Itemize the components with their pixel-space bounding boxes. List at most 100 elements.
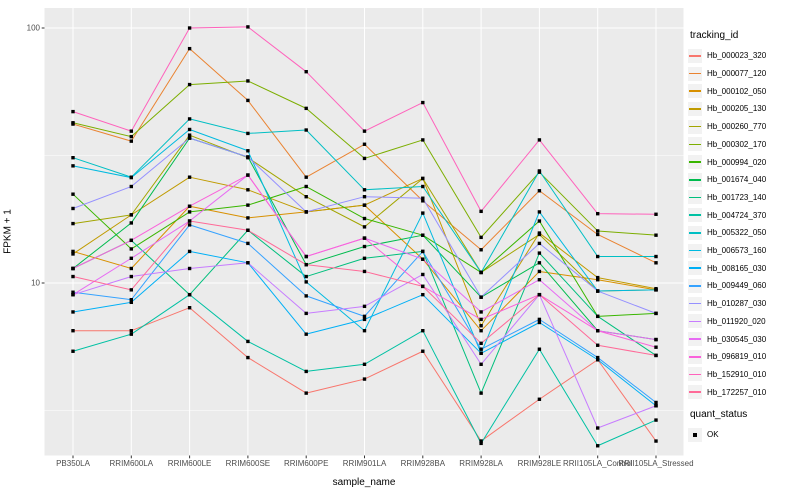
- legend-entry: Hb_096819_010: [688, 348, 766, 366]
- data-point: [129, 247, 133, 251]
- data-point: [304, 294, 308, 298]
- legend-key-point-icon: [693, 433, 697, 437]
- data-point: [129, 288, 133, 292]
- data-point: [246, 241, 250, 246]
- x-tick-label: RRIM928LA: [459, 459, 503, 468]
- data-point: [421, 138, 425, 142]
- data-point: [362, 236, 367, 240]
- data-point: [362, 256, 367, 260]
- data-point: [187, 204, 192, 208]
- data-point: [129, 175, 133, 180]
- legend-key-swatch: [688, 367, 702, 382]
- data-point: [537, 210, 542, 214]
- x-tick-label: RRIM600LA: [109, 459, 154, 468]
- legend-key-line-icon: [689, 302, 701, 305]
- data-point: [129, 129, 133, 133]
- legend-entry-label: Hb_000205_130: [707, 104, 767, 114]
- data-point: [71, 121, 75, 125]
- data-point: [304, 391, 308, 395]
- legend-entry-label: Hb_000102_050: [707, 86, 767, 96]
- data-point: [596, 232, 600, 237]
- data-point: [246, 203, 250, 207]
- legend-entry-label: Hb_008165_030: [707, 263, 767, 273]
- legend-key-line-icon: [689, 161, 701, 163]
- data-point: [304, 262, 308, 267]
- legend-entry-label: Hb_001723_140: [707, 192, 767, 202]
- data-point: [129, 256, 133, 260]
- data-point: [654, 212, 658, 216]
- data-point: [71, 274, 75, 279]
- data-point: [187, 292, 192, 297]
- data-point: [129, 221, 133, 225]
- data-point: [71, 310, 75, 314]
- legend-entry: Hb_006573_160: [688, 242, 766, 260]
- legend-entry-label: Hb_000023_320: [707, 51, 767, 61]
- legend-key-swatch: [688, 172, 702, 187]
- legend-key-swatch: [688, 190, 702, 205]
- data-point: [479, 248, 483, 252]
- data-point: [187, 266, 192, 271]
- legend-key-line-icon: [689, 320, 701, 323]
- data-point: [246, 155, 250, 159]
- legend-entry-label: Hb_011920_020: [707, 316, 766, 326]
- x-tick-label: RRIM928BA: [400, 459, 446, 468]
- data-point: [187, 136, 192, 140]
- data-point: [129, 139, 133, 143]
- data-point: [654, 311, 658, 316]
- data-point: [71, 164, 75, 168]
- legend-key-swatch: [688, 84, 702, 99]
- data-point: [596, 314, 600, 319]
- y-tick-label: 100: [26, 23, 40, 33]
- data-point: [187, 210, 192, 214]
- data-point: [362, 317, 367, 322]
- data-point: [654, 261, 658, 265]
- data-point: [421, 196, 425, 200]
- data-point: [362, 203, 367, 207]
- legend-entry: Hb_010287_030: [688, 295, 766, 313]
- data-point: [246, 98, 250, 103]
- legend-entry-label: Hb_009449_060: [707, 281, 767, 291]
- legend-entry-label: Hb_152910_010: [707, 369, 767, 379]
- data-point: [421, 349, 425, 353]
- legend-key-line-icon: [689, 355, 701, 358]
- data-point: [71, 221, 75, 226]
- data-point: [304, 184, 308, 189]
- legend-entry: Hb_000205_130: [688, 100, 766, 118]
- legend-key-swatch: [688, 48, 702, 63]
- data-point: [246, 149, 250, 153]
- data-point: [537, 261, 542, 265]
- data-point: [362, 244, 367, 249]
- data-point: [421, 233, 425, 237]
- legend-entry-label: Hb_096819_010: [707, 352, 767, 362]
- legend-entry-label: Hb_000994_020: [707, 157, 767, 167]
- data-point: [421, 257, 425, 261]
- legend-key-swatch: [688, 296, 702, 311]
- data-point: [246, 339, 250, 344]
- data-point: [479, 441, 483, 446]
- data-point: [304, 69, 308, 74]
- legend-key-swatch: [688, 427, 702, 442]
- data-point: [304, 175, 308, 179]
- legend-key-line-icon: [689, 285, 701, 287]
- data-point: [596, 229, 600, 233]
- data-point: [187, 26, 192, 30]
- data-point: [654, 254, 658, 259]
- data-point: [187, 82, 192, 87]
- data-point: [304, 254, 308, 259]
- data-point: [537, 251, 542, 255]
- legend-key-line-icon: [689, 90, 701, 93]
- legend-key-swatch: [688, 101, 702, 116]
- data-point: [362, 129, 367, 133]
- x-tick-label: RRIM600SE: [225, 459, 271, 468]
- data-point: [654, 439, 658, 443]
- data-point: [537, 169, 542, 173]
- legend-entry: Hb_009449_060: [688, 277, 766, 295]
- data-point: [479, 209, 483, 214]
- data-point: [246, 131, 250, 136]
- data-point: [537, 189, 542, 193]
- data-point: [479, 347, 483, 351]
- y-axis-title: FPKM + 1: [2, 209, 14, 254]
- data-point: [479, 391, 483, 395]
- legend-key-swatch: [688, 119, 702, 134]
